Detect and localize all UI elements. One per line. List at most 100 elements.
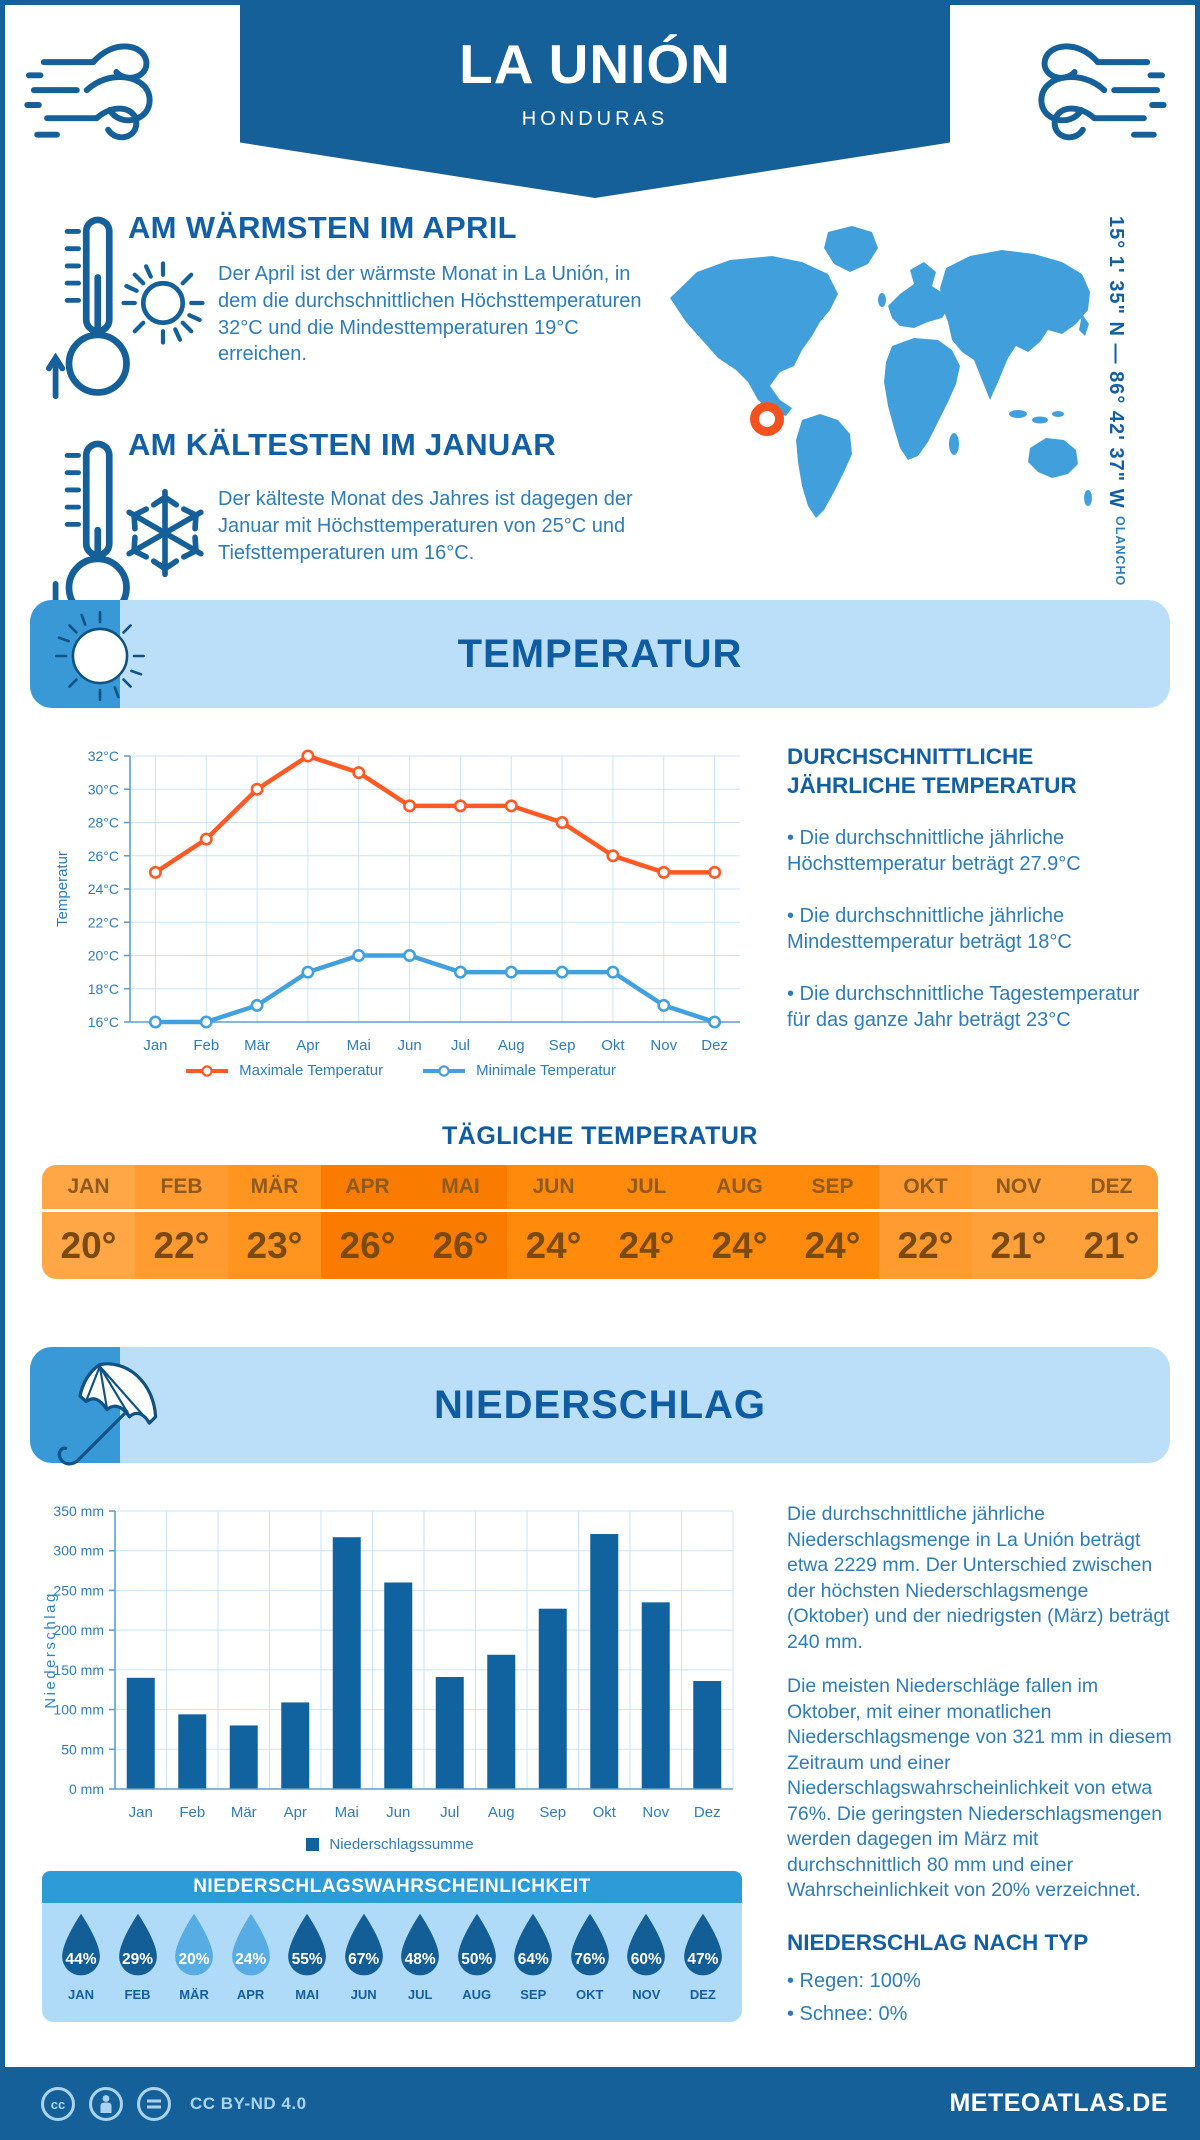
drop-value: 47% (687, 1951, 719, 1968)
daily-temp-column: APR 26° (321, 1165, 414, 1279)
warmest-title: AM WÄRMSTEN IM APRIL (128, 210, 517, 245)
annual-bullet: • Die durchschnittliche jährliche Höchst… (787, 826, 1081, 875)
sun-icon (121, 261, 205, 345)
daily-temp-cell-value: 24° (711, 1224, 768, 1266)
temperature-banner: TEMPERATUR (30, 600, 1170, 708)
daily-temp-heading: TÄGLICHE TEMPERATUR (442, 1122, 758, 1150)
drop-month: AUG (462, 1987, 492, 2002)
probability-drop: 64% SEP (506, 1903, 560, 2022)
map-south-america (796, 414, 852, 518)
daily-temp-cell-value: 22° (897, 1224, 954, 1266)
annual-bullet: • Die durchschnittliche jährliche Mindes… (787, 904, 1072, 954)
drop-month: JAN (67, 1987, 94, 2002)
precip-type-heading: NIEDERSCHLAG NACH TYP (787, 1929, 1089, 1955)
drop-month: SEP (520, 1987, 547, 2002)
page-title: LA UNIÓN (459, 33, 731, 95)
daily-temp-cell-value: 22° (153, 1224, 210, 1266)
svg-text:Dez: Dez (694, 1804, 721, 1821)
daily-temp-cell-month: OKT (879, 1165, 972, 1212)
drop-value: 48% (404, 1951, 436, 1968)
map-new-zealand (1084, 490, 1092, 506)
svg-text:18°C: 18°C (88, 981, 119, 997)
footer: cc CC BY-ND 4.0 METEOATLAS.DE (0, 2067, 1200, 2140)
map-north-america (670, 256, 838, 416)
temperature-chart-legend: Maximale Temperatur Minimale Temperatur (50, 1062, 750, 1079)
daily-temp-column: JUN 24° (507, 1165, 600, 1279)
license-label: CC BY-ND 4.0 (190, 2093, 307, 2113)
svg-text:24°C: 24°C (88, 881, 119, 897)
svg-text:Mär: Mär (231, 1804, 257, 1821)
region-label: OLANCHO (1113, 515, 1127, 586)
probability-header: NIEDERSCHLAGSWAHRSCHEINLICHKEIT (42, 1871, 742, 1903)
svg-text:350 mm: 350 mm (53, 1503, 104, 1519)
svg-text:Okt: Okt (601, 1037, 625, 1054)
snowflake-icon (126, 488, 204, 578)
svg-text:Dez: Dez (701, 1037, 728, 1054)
svg-text:Apr: Apr (296, 1037, 319, 1054)
drop-value: 44% (65, 1951, 97, 1968)
daily-temp-cell-month: APR (321, 1165, 414, 1212)
daily-temp-column: NOV 21° (972, 1165, 1065, 1279)
umbrella-icon (57, 1362, 158, 1466)
page-subtitle: HONDURAS (521, 108, 669, 130)
svg-text:20°C: 20°C (88, 948, 119, 964)
probability-drop: 29% FEB (111, 1903, 165, 2022)
svg-text:32°C: 32°C (88, 748, 119, 764)
svg-text:Sep: Sep (539, 1804, 566, 1821)
drop-icon (627, 1913, 666, 1976)
drop-month: APR (236, 1987, 265, 2002)
legend-item: Maximale Temperatur (184, 1062, 383, 1079)
map-indonesia-3 (1052, 411, 1064, 417)
svg-text:16°C: 16°C (88, 1014, 119, 1030)
svg-text:Feb: Feb (193, 1037, 219, 1054)
map-coordinates-block: 15° 1' 35" N — 86° 42' 37" W OLANCHO (1104, 216, 1127, 646)
svg-text:Jan: Jan (143, 1037, 167, 1054)
probability-drop: 24% APR (224, 1903, 278, 2022)
drop-value: 64% (517, 1951, 549, 1968)
cc-icon: cc (41, 2086, 75, 2121)
drop-icon (175, 1913, 213, 1976)
license-row: cc CC BY-ND 4.0 (40, 2067, 307, 2140)
probability-drop: 55% MAI (280, 1903, 334, 2022)
map-indonesia-2 (1032, 416, 1048, 424)
svg-text:Jul: Jul (451, 1037, 470, 1054)
daily-temp-cell-value: 21° (1083, 1224, 1140, 1266)
map-asia (940, 250, 1090, 400)
daily-temp-cell-month: SEP (786, 1165, 879, 1212)
probability-drop: 48% JUL (393, 1903, 447, 2022)
drop-icon (231, 1913, 270, 1976)
svg-text:100 mm: 100 mm (53, 1702, 104, 1718)
cc-person-icon (89, 2086, 123, 2121)
svg-text:22°C: 22°C (88, 914, 119, 930)
drop-value: 50% (461, 1951, 493, 1968)
legend-label: Minimale Temperatur (476, 1062, 616, 1079)
drop-icon (118, 1913, 157, 1976)
thermometer-warm-icon (46, 216, 130, 400)
drop-icon (457, 1913, 496, 1976)
svg-text:50 mm: 50 mm (61, 1741, 104, 1757)
daily-temp-cell-month: MAI (414, 1165, 507, 1212)
daily-temp-cell-value: 23° (246, 1224, 303, 1266)
legend-item: Minimale Temperatur (421, 1062, 616, 1079)
probability-drop: 44% JAN (54, 1903, 108, 2022)
daily-temp-cell-value: 20° (60, 1224, 117, 1266)
drop-icon (401, 1913, 440, 1976)
precip-para-2: Die meisten Niederschläge fallen im Okto… (787, 1675, 1172, 1902)
probability-drop: 20% MÄR (167, 1903, 221, 2022)
site-label: METEOATLAS.DE (949, 2089, 1168, 2117)
daily-temp-column: DEZ 21° (1065, 1165, 1158, 1279)
svg-text:Niederschlag: Niederschlag (42, 1591, 59, 1709)
map-australia (1028, 438, 1078, 478)
daily-temp-column: FEB 22° (135, 1165, 228, 1279)
daily-temp-cell-month: JAN (42, 1165, 135, 1212)
drop-month: NOV (632, 1987, 661, 2002)
drop-icon (514, 1913, 553, 1976)
svg-text:26°C: 26°C (88, 848, 119, 864)
legend-swatch (306, 1838, 320, 1851)
map-madagascar (949, 433, 959, 455)
legend-label: Niederschlagssumme (329, 1836, 474, 1853)
daily-temp-table: JAN 20° FEB 22° MÄR 23° APR 26° MAI 26° JUN 24° JUL 2… (42, 1165, 1158, 1279)
svg-text:250 mm: 250 mm (53, 1582, 104, 1598)
drop-month: MAI (295, 1987, 320, 2002)
probability-panel: 44% JAN 29% FEB 20% MÄR 24% APR 55% MAI 67% JUN 48% J… (42, 1903, 742, 2022)
